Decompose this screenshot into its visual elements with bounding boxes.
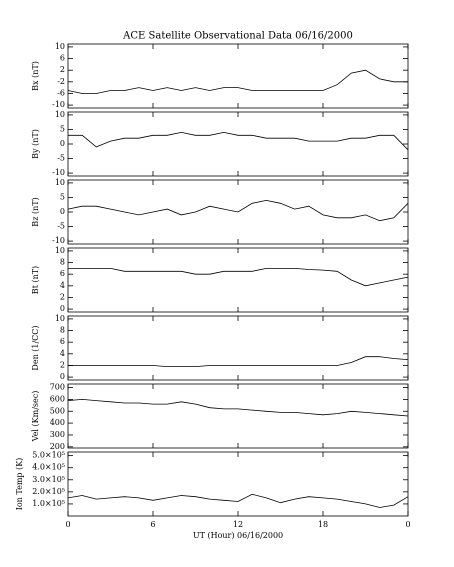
- y-tick-label: 400: [50, 418, 65, 427]
- y-tick-label: 2: [60, 65, 65, 74]
- y-tick-label: 10: [55, 314, 65, 323]
- y-tick-label: 500: [50, 406, 65, 415]
- data-line: [67, 199, 409, 222]
- x-axis-label: UT (Hour) 06/16/2000: [193, 531, 283, 540]
- y-tick-label: 1.0×10⁵: [32, 499, 65, 508]
- y-tick-label: 300: [50, 430, 65, 439]
- panel-frame: [67, 43, 409, 109]
- y-tick-label: 0: [60, 207, 65, 216]
- y-tick-label: 4: [60, 349, 65, 358]
- y-tick-label: 4: [60, 281, 65, 290]
- y-tick-label: 5: [60, 124, 65, 133]
- y-tick-label: 10: [55, 246, 65, 255]
- panel-frame: [67, 383, 409, 449]
- data-line: [68, 131, 409, 151]
- y-tick-label: -5: [57, 154, 65, 163]
- panel-frame: [67, 315, 409, 381]
- y-tick-label: 10: [55, 110, 65, 119]
- y-tick-label: 3.0×10⁵: [32, 475, 65, 484]
- chart-title: ACE Satellite Observational Data 06/16/2…: [122, 31, 353, 42]
- panel-frame: [67, 451, 409, 517]
- y-axis-label: Bx (nT): [31, 61, 40, 91]
- y-tick-label: 0: [60, 372, 65, 381]
- x-tick-label: 0: [405, 520, 410, 529]
- y-tick-label: 2: [60, 292, 65, 301]
- y-tick-label: -5: [57, 222, 65, 231]
- y-tick-label: 2.0×10⁵: [32, 487, 65, 496]
- y-tick-label: 6: [60, 54, 65, 63]
- y-axis-label: Vel (Km/sec): [31, 391, 40, 443]
- data-line: [68, 268, 409, 287]
- data-line: [68, 356, 409, 367]
- y-tick-label: -10: [52, 100, 65, 109]
- y-tick-label: 8: [60, 326, 65, 335]
- y-tick-label: 6: [60, 269, 65, 278]
- y-tick-label: 200: [50, 442, 65, 451]
- x-tick-label: 0: [65, 520, 70, 529]
- y-tick-label: 10: [55, 42, 65, 51]
- y-tick-label: 5.0×10⁵: [32, 451, 65, 460]
- y-tick-label: 700: [50, 383, 65, 392]
- y-axis-label: Bt (nT): [31, 266, 40, 294]
- y-tick-label: 5: [60, 192, 65, 201]
- panel-frame: [67, 247, 409, 313]
- y-tick-label: 0: [60, 139, 65, 148]
- y-tick-label: -10: [52, 168, 65, 177]
- x-tick-label: 12: [233, 520, 243, 529]
- x-tick-label: 6: [150, 520, 155, 529]
- data-line: [67, 493, 409, 508]
- data-line: [67, 69, 408, 94]
- y-tick-label: 0: [60, 304, 65, 313]
- y-tick-label: 2: [60, 360, 65, 369]
- y-tick-label: 600: [50, 394, 65, 403]
- y-tick-label: -6: [57, 88, 65, 97]
- y-tick-label: 4.0×10⁵: [32, 463, 65, 472]
- y-tick-label: 8: [60, 258, 65, 267]
- y-tick-label: 6: [60, 337, 65, 346]
- y-axis-label: Den (1/CC): [31, 325, 40, 370]
- y-axis-label: Ion Temp (K): [15, 458, 24, 511]
- y-tick-label: 10: [55, 178, 65, 187]
- y-tick-label: -2: [57, 77, 65, 86]
- y-tick-label: -10: [52, 236, 65, 245]
- y-axis-label: By (nT): [31, 129, 40, 159]
- x-tick-label: 18: [318, 520, 328, 529]
- data-line: [67, 398, 409, 417]
- y-axis-label: Bz (nT): [31, 197, 40, 226]
- panel-frame: [67, 111, 409, 177]
